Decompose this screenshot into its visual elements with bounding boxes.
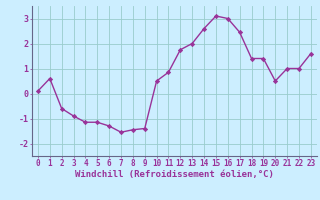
X-axis label: Windchill (Refroidissement éolien,°C): Windchill (Refroidissement éolien,°C) — [75, 170, 274, 179]
